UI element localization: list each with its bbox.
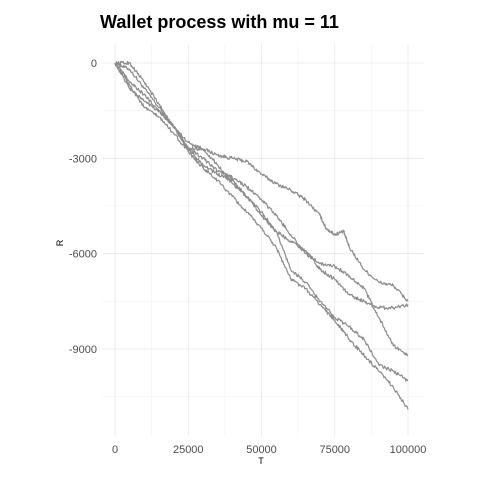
y-tick-label: -6000 [69,249,97,261]
y-axis-ticks: 0 -3000 -6000 -9000 [69,58,97,356]
x-tick-label: 25000 [173,444,204,456]
x-tick-label: 100000 [390,444,427,456]
x-axis-ticks: 0 25000 50000 75000 100000 [112,444,426,456]
series-line [114,60,409,310]
x-axis-title: T [258,456,264,466]
series-group [114,60,409,410]
y-axis-title: R [55,239,65,246]
chart-title: Wallet process with mu = 11 [100,12,339,32]
grid [102,44,424,436]
series-line [114,62,409,410]
series-line [114,62,409,357]
y-tick-label: -9000 [69,344,97,356]
x-tick-label: 0 [112,444,118,456]
x-tick-label: 75000 [319,444,350,456]
y-tick-label: 0 [91,58,97,70]
y-tick-label: -3000 [69,153,97,165]
x-tick-label: 50000 [246,444,277,456]
